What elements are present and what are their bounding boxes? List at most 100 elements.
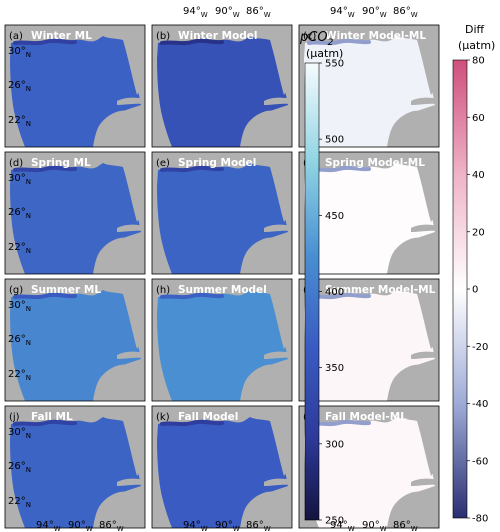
coastal-band <box>13 38 77 46</box>
coastal-band <box>160 419 224 427</box>
yucatan-land <box>395 491 425 519</box>
lon-tick-label-top: 86°W <box>246 6 271 19</box>
coastal-band <box>160 292 224 300</box>
cuba-land <box>411 97 439 105</box>
panel-title: Winter Model-ML <box>325 30 426 42</box>
colorbar-tick-label: 60 <box>472 113 485 124</box>
colorbar-tick-label: 550 <box>325 59 344 70</box>
panel-frame <box>151 151 293 275</box>
map-panel: (i)Summer Model-ML <box>298 278 440 402</box>
lat-tick-label: 22°N <box>8 369 31 382</box>
cuba-land <box>264 97 292 105</box>
map-panel: (k) Fall Model <box>151 405 293 529</box>
cuba-land <box>411 351 439 359</box>
panel-label: (d) <box>9 158 23 169</box>
panel-title: Summer Model <box>178 284 267 296</box>
florida-land <box>417 40 437 95</box>
lon-tick-label-top: 86°W <box>393 6 418 19</box>
lon-tick-label-top: 94°W <box>330 6 355 19</box>
panel-title: Summer Model-ML <box>325 284 436 296</box>
diff-colorbar: Diff (µatm) 80 60 40 20 0 -20 -40 -60 -80 <box>452 23 495 525</box>
panel-frame <box>151 278 293 402</box>
colorbar-tick-label: 250 <box>325 516 344 527</box>
colorbar-tick-label: 20 <box>472 227 485 238</box>
panel-frame <box>151 405 293 529</box>
colorbar-tick-label: -40 <box>472 399 488 410</box>
pco2-colorbar: pCO2 (µatm) 550 500 450 400 350 300 250 <box>299 30 344 527</box>
colorbar-tick-label: 300 <box>325 439 344 450</box>
florida-land <box>417 294 437 349</box>
coastal-band <box>13 165 77 173</box>
cuba-land <box>411 478 439 486</box>
panel-frame <box>151 24 293 148</box>
yucatan-land <box>248 237 278 265</box>
panel-title: Winter Model <box>178 30 258 42</box>
colorbar-tick-label: 350 <box>325 363 344 374</box>
coastal-band <box>13 419 77 427</box>
florida-land <box>270 40 290 95</box>
lat-tick-label: 30°N <box>8 173 31 186</box>
cuba-land <box>264 351 292 359</box>
panel-title: Spring ML <box>31 157 91 169</box>
map-panel: (l)Fall Model-ML <box>298 405 440 529</box>
colorbar-tick-label: -80 <box>472 514 488 525</box>
panel-frame <box>298 24 440 148</box>
panel-label: (g) <box>9 285 23 296</box>
diff-colorbar-title: Diff <box>465 23 485 36</box>
panel-title: Spring Model-ML <box>325 157 425 169</box>
map-panel: (c) Winter Model-ML <box>298 24 440 148</box>
yucatan-land <box>248 110 278 138</box>
map-panel: (d) Spring ML <box>4 151 146 275</box>
cuba-land <box>264 224 292 232</box>
map-panel: (a) Winter ML <box>4 24 146 148</box>
florida-land <box>123 40 143 95</box>
coastal-band <box>307 38 371 46</box>
florida-land <box>270 167 290 222</box>
panel-label: (h) <box>156 285 170 296</box>
florida-land <box>270 294 290 349</box>
panel-frame <box>298 151 440 275</box>
cuba-land <box>264 478 292 486</box>
florida-land <box>123 167 143 222</box>
panel-frame <box>4 24 146 148</box>
lat-tick-label: 22°N <box>8 115 31 128</box>
yucatan-land <box>101 110 131 138</box>
yucatan-land <box>101 491 131 519</box>
map-panel: (b) Winter Model <box>151 24 293 148</box>
lon-tick-label-top: 94°W <box>183 6 208 19</box>
yucatan-land <box>395 110 425 138</box>
panel-frame <box>298 278 440 402</box>
pco2-colorbar-unit: (µatm) <box>306 47 343 60</box>
pco2-colorbar-title: pCO2 <box>299 30 334 48</box>
lat-tick-label: 30°N <box>8 46 31 59</box>
florida-land <box>270 421 290 476</box>
lat-tick-label: 26°N <box>8 207 31 220</box>
colorbar-tick-label: 500 <box>325 135 344 146</box>
panel-frame <box>4 278 146 402</box>
lat-tick-label: 26°N <box>8 80 31 93</box>
panel-title: Summer ML <box>31 284 101 296</box>
coastal-band <box>160 38 224 46</box>
florida-land <box>417 421 437 476</box>
panel-title: Fall ML <box>31 411 73 423</box>
colorbar-tick-label: -20 <box>472 342 488 353</box>
coastal-band <box>13 292 77 300</box>
colorbar-tick-label: 400 <box>325 287 344 298</box>
lon-tick-label-top: 90°W <box>362 6 387 19</box>
panel-title: Winter ML <box>31 30 92 42</box>
map-panel: (j) Fall ML <box>4 405 146 529</box>
cuba-land <box>117 478 145 486</box>
diff-colorbar-unit: (µatm) <box>458 39 495 52</box>
cuba-land <box>411 224 439 232</box>
panel-title: Fall Model <box>178 411 238 423</box>
panel-frame <box>298 405 440 529</box>
map-panel: (g) Summer ML <box>4 278 146 402</box>
yucatan-land <box>248 491 278 519</box>
panel-label: (a) <box>9 31 23 42</box>
colorbar-tick-label: -60 <box>472 456 488 467</box>
lat-tick-label: 30°N <box>8 427 31 440</box>
panel-frame <box>4 151 146 275</box>
lat-tick-label: 22°N <box>8 242 31 255</box>
coastal-band <box>160 165 224 173</box>
